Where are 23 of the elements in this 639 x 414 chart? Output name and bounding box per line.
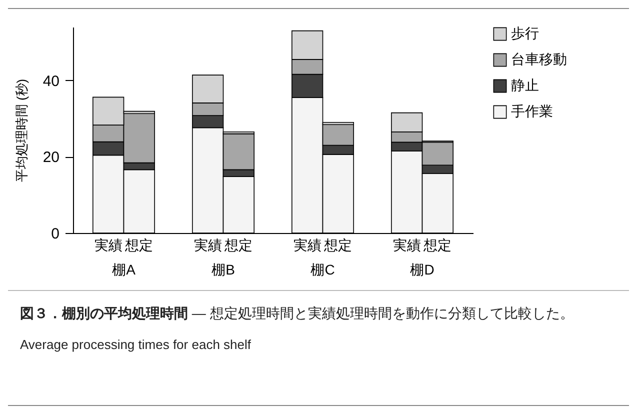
text: 図３．棚別の平均処理時間 [20, 305, 188, 321]
text: 棚D [410, 262, 434, 278]
x-tick-label: 想定 [224, 237, 253, 253]
text: — 想定処理時間と実績処理時間を動作に分類して比較した。 [192, 305, 574, 321]
x-tick-label: 実績 [293, 237, 322, 253]
x-tick-label: 想定 [422, 237, 452, 253]
x-tick-label: 想定 [323, 237, 352, 253]
text: 棚A [112, 262, 136, 278]
legend-label: 歩行 [511, 25, 539, 41]
x-tick-label: 想定 [124, 237, 154, 253]
legend-label: 台車移動 [511, 51, 567, 67]
legend-label: 手作業 [511, 103, 553, 119]
y-tick-label: 40 [42, 72, 60, 90]
x-tick-label: 実績 [194, 237, 222, 253]
y-tick-label: 0 [51, 226, 60, 242]
y-tick-label: 20 [42, 149, 60, 166]
x-tick-label: 実績 [392, 237, 421, 253]
text: 棚C [310, 262, 335, 278]
text: 棚B [212, 262, 235, 278]
x-tick-label: 実績 [94, 237, 122, 253]
y-axis-title: 平均処理時間 (秒) [14, 78, 29, 182]
legend-label: 静止 [511, 77, 539, 93]
text: Average processing times for each shelf [20, 336, 252, 354]
